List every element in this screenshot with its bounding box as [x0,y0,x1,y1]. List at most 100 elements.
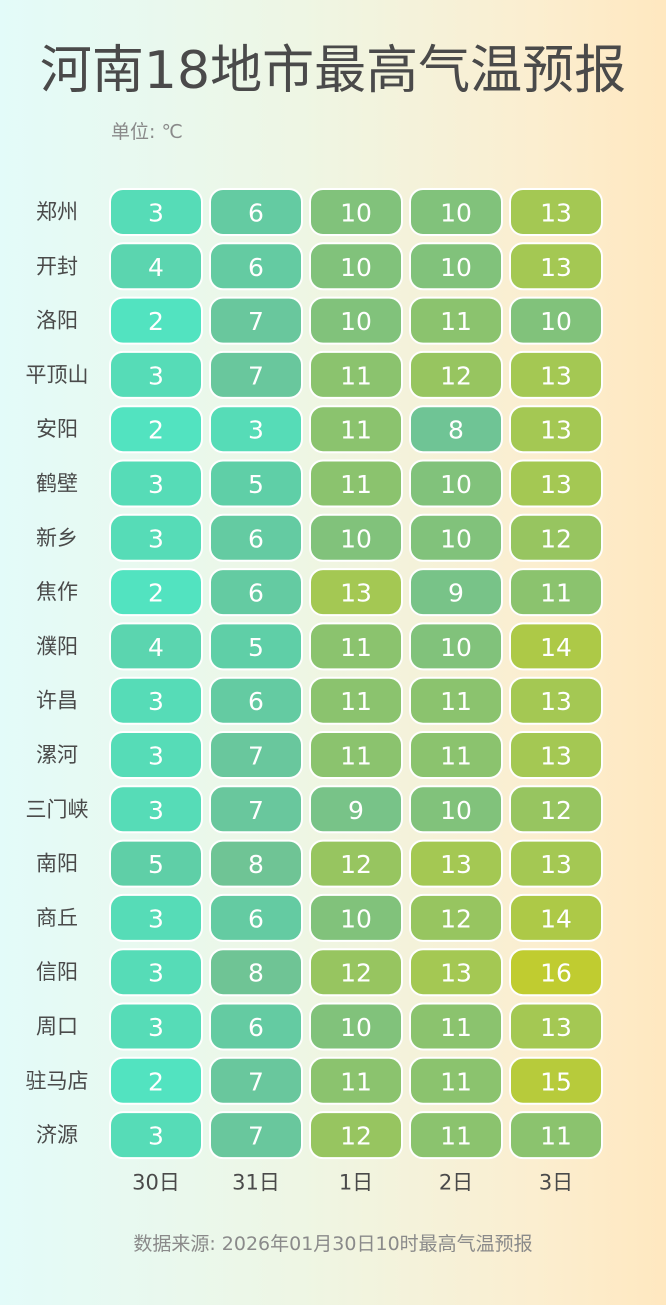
city-label: 驻马店 [26,1069,89,1093]
heatmap-cell [509,839,603,888]
cell-value-label: 6 [248,199,264,228]
heatmap-cell [309,731,403,779]
heatmap-cell [309,405,403,454]
cell-value-label: 11 [340,742,372,771]
cell-value-label: 13 [540,850,572,879]
heatmap-cell [509,893,603,942]
cell-value-label: 12 [540,524,572,553]
heatmap-cell [109,785,203,834]
heatmap-cell [309,839,403,888]
heatmap-cell [309,1002,403,1051]
date-label: 3日 [539,1170,573,1194]
heatmap-cell [409,622,503,671]
city-label: 开封 [36,254,78,278]
heatmap-cell [409,948,503,997]
cell-value-label: 11 [340,361,372,390]
cell-value-label: 15 [540,1067,572,1096]
heatmap-cell [209,893,303,942]
cell-value-label: 11 [340,687,372,716]
heatmap-cell [509,188,603,236]
heatmap-cell [309,948,403,997]
cell-value-label: 9 [448,579,464,608]
heatmap-cell [109,1002,203,1051]
heatmap-cell [209,785,303,834]
heatmap-cell [209,622,303,671]
cell-value-label: 3 [148,524,164,553]
heatmap-cell [409,405,503,454]
heatmap-cell [409,839,503,888]
heatmap-cell [509,242,603,291]
heatmap-cell [109,731,203,779]
cell-value-label: 10 [340,524,372,553]
heatmap-cell [209,405,303,454]
cell-value-label: 10 [340,904,372,933]
cell-value-label: 12 [340,850,372,879]
heatmap-cell [509,296,603,345]
heatmap-cell [409,350,503,399]
heatmap-cell [209,1056,303,1105]
heatmap-cell [409,1002,503,1051]
cell-value-label: 13 [540,470,572,499]
cell-value-label: 3 [148,470,164,499]
heatmap-cell [309,676,403,725]
heatmap-cell [209,242,303,291]
cell-value-label: 12 [440,361,472,390]
heatmap-cell [509,513,603,562]
heatmap-cell [109,568,203,617]
city-label: 漯河 [36,743,78,767]
cell-value-label: 3 [148,1122,164,1151]
city-label: 周口 [36,1015,78,1039]
heatmap-cell [309,893,403,942]
heatmap-cell [109,948,203,997]
cell-value-label: 11 [340,416,372,445]
cell-value-label: 3 [148,199,164,228]
cell-value-label: 5 [248,470,264,499]
page-title: 河南18地市最高气温预报 [39,41,627,101]
heatmap-cell [409,188,503,236]
cell-value-label: 13 [540,199,572,228]
heatmap-cell [409,242,503,291]
heatmap-cell [509,1002,603,1051]
cell-value-label: 12 [340,959,372,988]
heatmap-cell [509,459,603,508]
cell-value-label: 13 [540,253,572,282]
cell-value-label: 2 [148,416,164,445]
cell-value-label: 13 [540,687,572,716]
heatmap-cell [409,785,503,834]
heatmap-cell [209,459,303,508]
cell-value-label: 5 [148,850,164,879]
heatmap-cell [509,948,603,997]
cell-value-label: 11 [540,579,572,608]
heatmap-cell [109,513,203,562]
cell-value-label: 7 [248,742,264,771]
cell-value-label: 10 [540,307,572,336]
heatmap-cell [409,893,503,942]
cell-value-label: 3 [148,742,164,771]
cell-value-label: 11 [340,633,372,662]
heatmap-cell [509,1111,603,1160]
data-source-note: 数据来源: 2026年01月30日10时最高气温预报 [133,1233,533,1255]
cell-value-label: 7 [248,307,264,336]
heatmap-cell [209,948,303,997]
city-label: 许昌 [36,689,78,713]
heatmap-cell [109,459,203,508]
cell-value-label: 3 [148,687,164,716]
cell-value-label: 10 [440,524,472,553]
cell-value-label: 10 [440,470,472,499]
city-label: 洛阳 [36,309,78,333]
heatmap-cell [309,622,403,671]
heatmap-cell [109,296,203,345]
city-label: 安阳 [36,417,78,441]
cell-value-label: 6 [248,253,264,282]
city-label: 济源 [36,1123,78,1147]
heatmap-cell [509,731,603,779]
cell-value-label: 12 [340,1122,372,1151]
city-label: 商丘 [36,906,78,930]
heatmap-cell [409,568,503,617]
cell-value-label: 2 [148,307,164,336]
cell-value-label: 6 [248,579,264,608]
heatmap-cell [309,459,403,508]
cell-value-label: 10 [440,199,472,228]
cell-value-label: 14 [540,904,572,933]
